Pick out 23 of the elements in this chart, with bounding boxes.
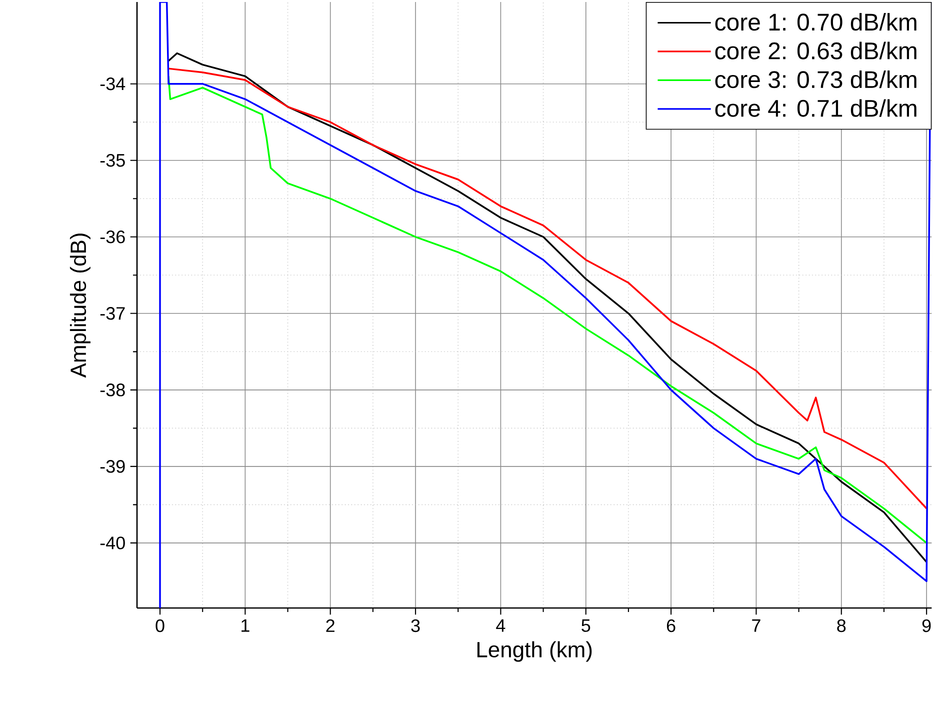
legend-label: core 2: 0.63 dB/km: [715, 42, 916, 60]
legend-label: core 1: 0.70 dB/km: [715, 13, 916, 31]
x-tick-label: 7: [752, 619, 760, 632]
y-tick-label: -35: [100, 154, 125, 167]
x-tick-label: 4: [496, 619, 506, 632]
y-tick-label: -34: [100, 77, 126, 90]
y-tick-label: -39: [100, 460, 125, 473]
legend-label: core 4: 0.71 dB/km: [715, 99, 916, 117]
x-tick-label: 0: [156, 619, 164, 632]
y-tick-label: -36: [100, 230, 125, 244]
y-axis-title: Amplitude (dB): [70, 234, 90, 378]
y-tick-label: -40: [100, 536, 125, 550]
x-tick-label: 2: [326, 619, 334, 632]
x-tick-label: 9: [922, 619, 931, 632]
x-axis-title: Length (km): [477, 641, 592, 662]
legend-label: core 3: 0.73 dB/km: [715, 70, 916, 88]
x-tick-label: 1: [242, 619, 250, 632]
x-tick-label: 8: [837, 619, 846, 632]
y-tick-label: -37: [100, 307, 125, 320]
x-tick-label: 6: [666, 619, 676, 632]
y-tick-label: -38: [100, 384, 125, 396]
x-tick-label: 3: [411, 619, 420, 632]
x-tick-label: 5: [582, 619, 590, 632]
